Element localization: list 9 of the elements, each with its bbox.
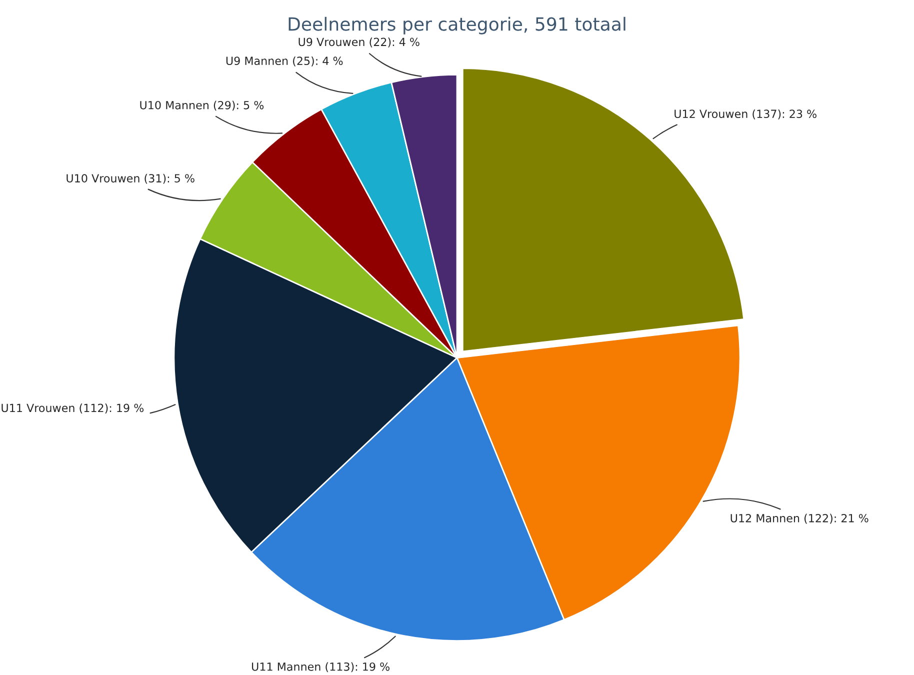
- slice-label: U9 Vrouwen (22): 4 %: [298, 38, 420, 48]
- slice-label: U10 Vrouwen (31): 5 %: [66, 174, 194, 184]
- slice-label: U12 Vrouwen (137): 23 %: [674, 109, 816, 120]
- slice-label: U12 Mannen (122): 21 %: [730, 514, 868, 524]
- slice-label: U11 Mannen (113): 19 %: [252, 662, 390, 672]
- slice-label: U9 Mannen (25): 4 %: [226, 56, 343, 66]
- slice-label: U11 Vrouwen (112): 19 %: [2, 404, 144, 414]
- chart-title: Deelnemers per categorie, 591 totaal: [288, 16, 626, 34]
- slice-label: U10 Mannen (29): 5 %: [140, 100, 264, 111]
